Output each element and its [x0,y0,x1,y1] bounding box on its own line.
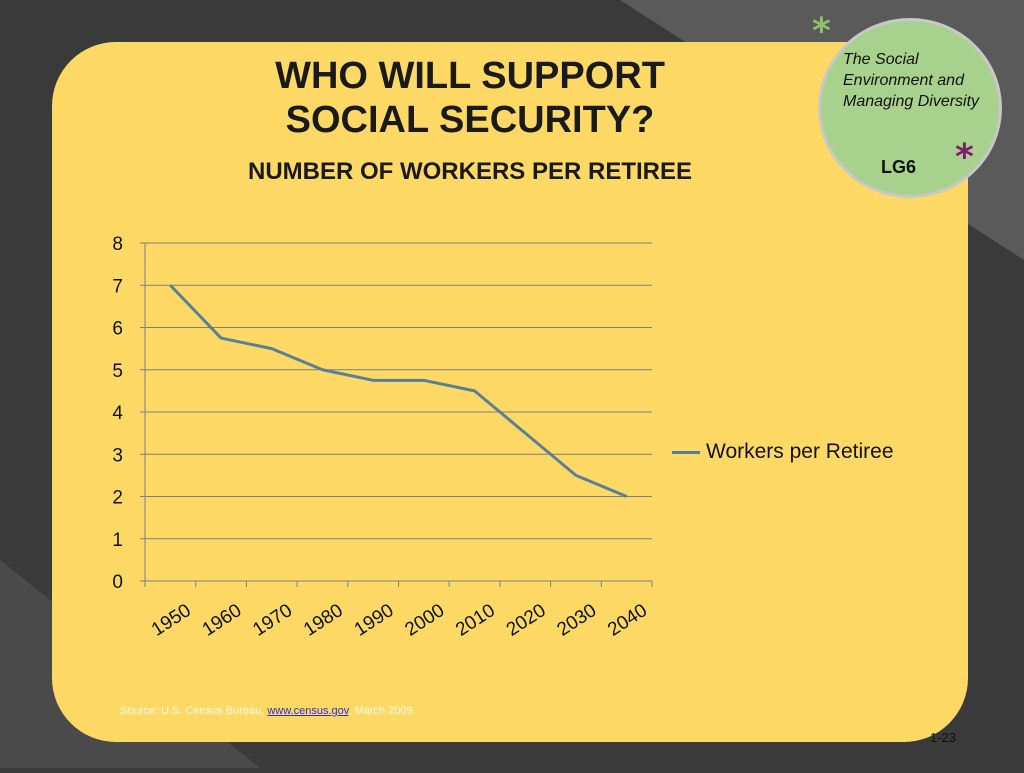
learning-goal-badge: The Social Environment and Managing Dive… [818,18,1002,198]
badge-code: LG6 [881,157,917,177]
content-panel [52,42,968,742]
source-prefix: Source: U.S. Census Bureau, [120,705,268,717]
y-tick-label: 0 [112,572,123,593]
chart-series [169,284,628,498]
asterisk-green: * [812,11,831,52]
x-tick-label: 1970 [249,600,296,641]
slide-subtitle: NUMBER OF WORKERS PER RETIREE [247,158,693,185]
x-tick-label: 1980 [300,600,347,641]
x-axis: 1950 1960 1970 1980 1990 2000 2010 2020 2030 2040 [144,243,653,641]
y-tick-label: 6 [112,319,123,340]
slide-title-line2: SOCIAL SECURITY? [285,99,655,141]
y-tick-label: 5 [112,361,123,382]
y-tick-label: 1 [112,530,123,551]
slide-title-line1: WHO WILL SUPPORT [275,55,665,97]
y-tick-label: 2 [112,488,123,509]
y-tick-label: 3 [112,445,123,466]
x-tick-label: 2010 [452,600,499,641]
legend-label: Workers per Retiree [706,440,894,463]
legend-swatch [672,450,700,454]
y-axis-ticks: 0 1 2 3 4 5 6 7 8 [112,234,145,593]
x-tick-label: 1950 [148,600,195,641]
y-tick-label: 8 [112,234,123,255]
chart-legend: Workers per Retiree [672,440,894,464]
chart-gridlines [145,242,652,540]
source-note: Source: U.S. Census Bureau, www.census.g… [120,705,416,717]
asterisk-purple: * [955,137,974,178]
y-tick-label: 7 [112,276,123,297]
page-number: 1-23 [930,730,957,745]
x-tick-label: 2040 [604,600,651,641]
x-tick-label: 1960 [199,600,246,641]
series-line [169,284,628,498]
x-tick-label: 1990 [351,600,398,641]
badge-text: The Social Environment and Managing Dive… [843,51,980,110]
x-tick-label: 2000 [401,600,448,641]
x-tick-label: 2020 [503,600,550,641]
source-link[interactable]: www.census.gov [267,705,349,717]
source-suffix: , March 2009. [348,705,416,717]
x-tick-label: 2030 [554,600,601,641]
y-tick-label: 4 [112,403,123,424]
